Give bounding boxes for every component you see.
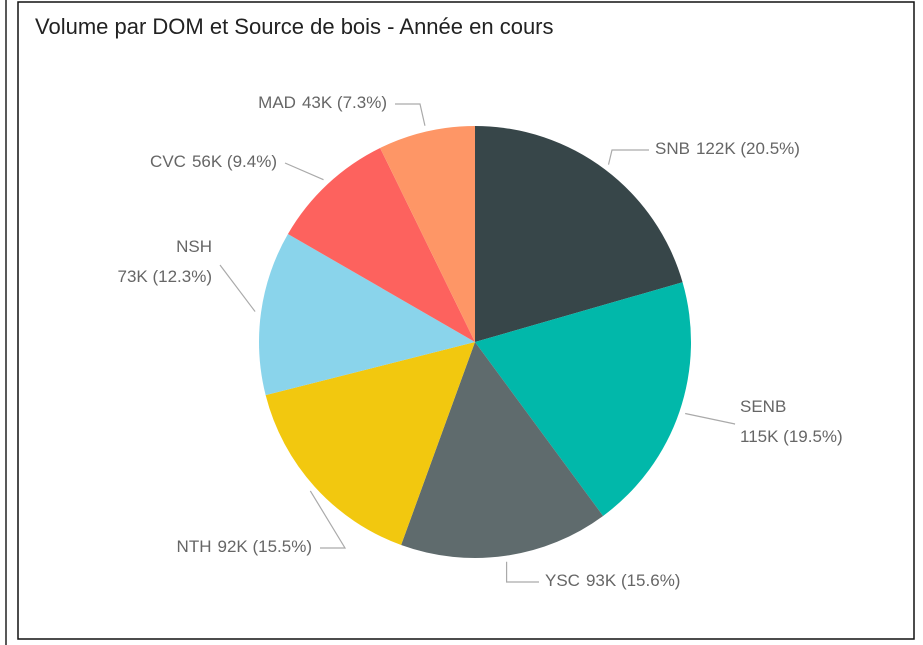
leader-line bbox=[309, 490, 347, 549]
value-label: 56K (9.4%) bbox=[192, 152, 277, 171]
data-label: YSC 93K (15.6%) bbox=[545, 571, 680, 590]
leader-line bbox=[284, 162, 324, 181]
data-label: CVC 56K (9.4%) bbox=[150, 152, 277, 171]
chart-title: Volume par DOM et Source de bois - Année… bbox=[35, 14, 554, 39]
category-label: NSH bbox=[176, 237, 212, 256]
value-label: 122K (20.5%) bbox=[696, 139, 800, 158]
category-label: CVC bbox=[150, 152, 186, 171]
pie-slice bbox=[265, 342, 475, 545]
data-label: NSH 73K (12.3%) bbox=[118, 237, 213, 286]
leader-line bbox=[395, 103, 426, 126]
category-label: MAD bbox=[258, 93, 296, 112]
value-label: 93K (15.6%) bbox=[586, 571, 681, 590]
data-label: MAD 43K (7.3%) bbox=[258, 93, 387, 112]
pie-slice bbox=[380, 126, 475, 342]
leader-line bbox=[607, 149, 649, 165]
data-label: SENB 115K (19.5%) bbox=[740, 397, 843, 446]
category-label: NTH bbox=[177, 537, 212, 556]
leader-line bbox=[685, 412, 736, 425]
value-label: 73K (12.3%) bbox=[118, 267, 213, 286]
category-label: SNB bbox=[655, 139, 690, 158]
pie-slice bbox=[475, 126, 683, 342]
pie-slice bbox=[287, 147, 475, 342]
category-label: SENB bbox=[740, 397, 786, 416]
value-label: 115K (19.5%) bbox=[740, 427, 843, 446]
value-label: 43K (7.3%) bbox=[302, 93, 387, 112]
value-label: 92K (15.5%) bbox=[218, 537, 313, 556]
leader-line bbox=[505, 561, 539, 583]
category-label: YSC bbox=[545, 571, 580, 590]
pie-slice bbox=[259, 234, 475, 396]
data-label: SNB 122K (20.5%) bbox=[655, 139, 800, 158]
pie-slice bbox=[475, 282, 692, 516]
pie-slice bbox=[401, 342, 604, 558]
data-label: NTH 92K (15.5%) bbox=[177, 537, 312, 556]
leader-line bbox=[219, 264, 256, 312]
